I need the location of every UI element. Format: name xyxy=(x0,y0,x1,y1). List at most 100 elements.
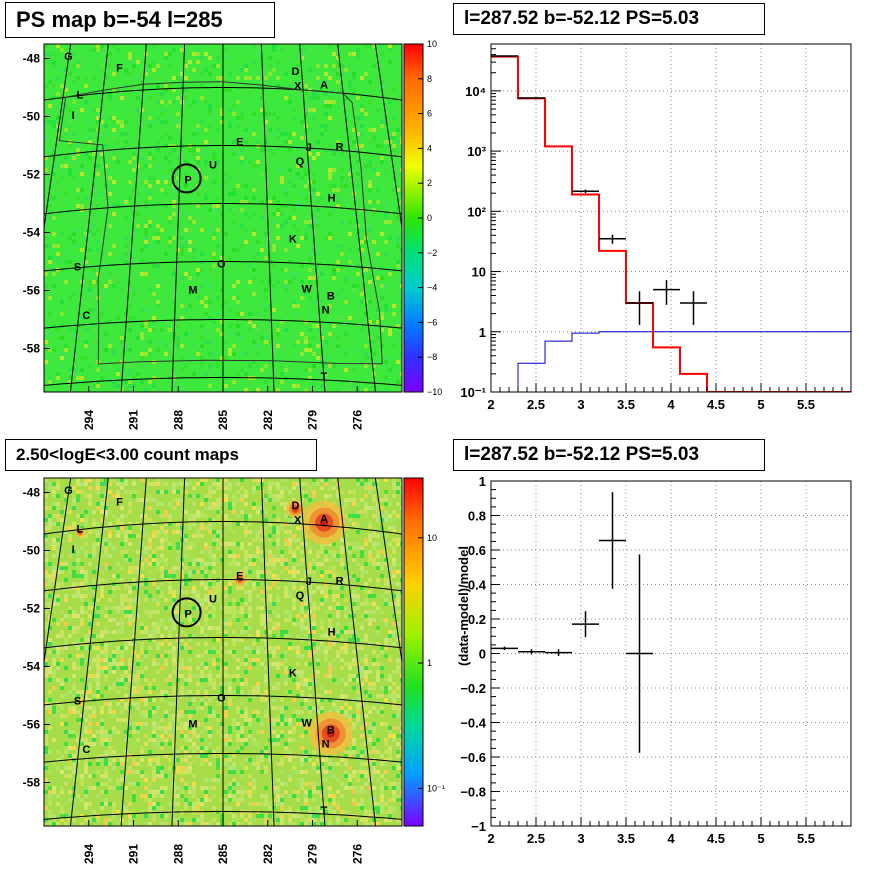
source-label-U: U xyxy=(209,594,217,606)
y-tick-label: -52 xyxy=(23,602,41,616)
longitude-line xyxy=(374,478,402,666)
x-tick-label: 3 xyxy=(577,397,584,412)
x-tick-label: 4.5 xyxy=(707,397,725,412)
source-label-H: H xyxy=(328,193,336,205)
latitude-line xyxy=(46,474,400,477)
source-label-X: X xyxy=(294,81,302,93)
y-tick-label: 10⁴ xyxy=(465,84,486,99)
source-label-W: W xyxy=(302,717,313,729)
y-tick-label: 10² xyxy=(467,204,486,219)
source-label-T: T xyxy=(321,371,328,383)
map-area: GFLIDXAEJRUQPHKSOWBNMCTV xyxy=(44,474,402,826)
y-tick-label: -48 xyxy=(23,52,41,66)
x-tick-label: 291 xyxy=(127,844,141,864)
y-tick-label: 10⁻¹ xyxy=(460,385,486,400)
y-tick-label: 0.8 xyxy=(468,509,486,524)
y-tick-label: 0 xyxy=(479,647,486,662)
hotspot-B xyxy=(326,729,335,738)
source-label-E: E xyxy=(236,571,243,583)
x-tick-label: 279 xyxy=(306,844,320,864)
source-label-D: D xyxy=(291,66,299,78)
source-label-I: I xyxy=(72,110,75,122)
longitude-line xyxy=(44,44,72,232)
colorbar-tick-label: 2 xyxy=(427,178,432,188)
source-label-C: C xyxy=(82,744,90,756)
source-label-L: L xyxy=(77,89,84,101)
x-tick-label: 3.5 xyxy=(617,831,635,846)
x-tick-label: 276 xyxy=(350,844,364,864)
source-label-H: H xyxy=(328,627,336,639)
source-label-L: L xyxy=(77,523,84,535)
x-tick-label: 2 xyxy=(487,397,494,412)
x-tick-label: 276 xyxy=(350,410,364,430)
source-label-E: E xyxy=(236,137,243,149)
source-label-U: U xyxy=(209,160,217,172)
source-label-K: K xyxy=(289,668,297,680)
y-tick-label: 0.4 xyxy=(468,578,487,593)
colorbar-tick-label: 10⁻¹ xyxy=(427,783,445,793)
latitude-line xyxy=(46,40,400,43)
y-tick-label: 10 xyxy=(472,265,486,280)
residual-title: l=287.52 b=-52.12 PS=5.03 xyxy=(453,439,765,471)
y-tick-label: −1 xyxy=(471,819,486,834)
longitude-line xyxy=(299,478,326,826)
x-tick-label: 4 xyxy=(667,397,675,412)
hotspot-L xyxy=(79,531,81,534)
x-tick-label: 5.5 xyxy=(797,831,815,846)
longitude-line xyxy=(0,40,39,440)
colorbar-tick-label: 10 xyxy=(427,533,437,543)
x-tick-label: 294 xyxy=(82,410,96,430)
y-tick-label: 1 xyxy=(479,474,486,489)
x-tick-label: 5.5 xyxy=(797,397,815,412)
source-label-M: M xyxy=(188,719,197,731)
source-label-W: W xyxy=(302,283,313,295)
y-tick-label: -58 xyxy=(23,342,41,356)
residual-y-axis-label: (data-model)/model xyxy=(456,546,471,666)
source-label-F: F xyxy=(116,63,123,75)
source-label-M: M xyxy=(188,285,197,297)
longitude-line xyxy=(120,478,147,826)
x-tick-label: 279 xyxy=(306,410,320,430)
source-label-O: O xyxy=(217,258,226,270)
y-tick-label: −0.6 xyxy=(460,750,486,765)
longitude-line xyxy=(120,44,147,392)
y-tick-label: 1 xyxy=(479,325,486,340)
colorbar xyxy=(403,477,424,827)
background-model-line xyxy=(491,331,851,392)
x-tick-label: 291 xyxy=(127,410,141,430)
source-label-C: C xyxy=(82,310,90,322)
colorbar-tick-label: −10 xyxy=(427,387,442,397)
source-label-D: D xyxy=(291,500,299,512)
x-tick-label: 4.5 xyxy=(707,831,725,846)
source-label-F: F xyxy=(116,497,123,509)
source-label-B: B xyxy=(327,725,335,737)
x-tick-label: 3.5 xyxy=(617,397,635,412)
longitude-line xyxy=(260,44,275,392)
source-label-Q: Q xyxy=(296,156,305,168)
y-tick-label: -50 xyxy=(23,110,41,124)
source-label-O: O xyxy=(217,692,226,704)
source-label-A: A xyxy=(320,514,328,526)
colorbar-tick-label: 0 xyxy=(427,213,432,223)
colorbar-tick-label: −4 xyxy=(427,283,437,293)
longitude-line xyxy=(171,44,186,392)
source-label-Q: Q xyxy=(296,590,305,602)
exposure-contour xyxy=(58,81,383,365)
source-label-P: P xyxy=(185,175,192,187)
colorbar-tick-label: 8 xyxy=(427,74,432,84)
y-tick-label: -48 xyxy=(23,486,41,500)
source-label-B: B xyxy=(327,291,335,303)
source-label-J: J xyxy=(306,142,312,154)
hotspot-A xyxy=(320,518,329,527)
hotspot-D xyxy=(293,507,298,511)
x-tick-label: 285 xyxy=(216,410,230,430)
ps-map-title: PS map b=-54 l=285 xyxy=(5,2,275,38)
x-tick-label: 2.5 xyxy=(527,397,545,412)
colorbar-tick-label: 1 xyxy=(427,658,432,668)
x-tick-label: 294 xyxy=(82,844,96,864)
colorbar-tick-label: −2 xyxy=(427,248,437,258)
y-tick-label: -50 xyxy=(23,544,41,558)
y-tick-label: -52 xyxy=(23,168,41,182)
y-tick-label: -56 xyxy=(23,284,41,298)
y-tick-label: −0.2 xyxy=(460,681,486,696)
